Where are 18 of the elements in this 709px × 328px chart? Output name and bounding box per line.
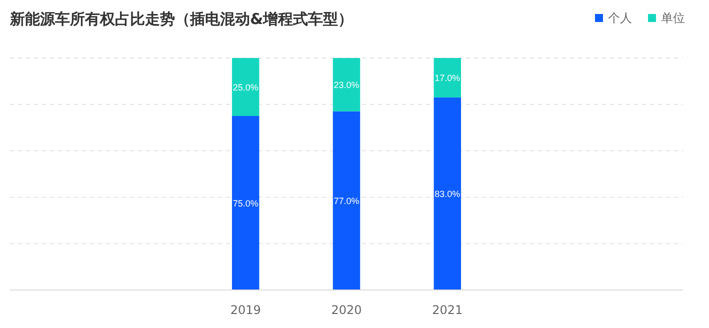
x-tick-label: 2019 <box>230 303 261 317</box>
data-label: 25.0% <box>232 82 258 92</box>
data-label: 83.0% <box>434 189 460 200</box>
chart-title: 新能源车所有权占比走势（插电混动&增程式车型） <box>9 10 354 28</box>
bar <box>434 58 462 98</box>
data-label: 17.0% <box>434 73 460 84</box>
legend-label: 单位 <box>661 11 685 25</box>
legend-label: 个人 <box>608 11 632 25</box>
data-label: 77.0% <box>334 196 360 206</box>
bar <box>232 116 260 290</box>
x-tick-label: 2020 <box>331 303 362 317</box>
bar <box>434 97 462 290</box>
bar <box>232 58 260 116</box>
bar <box>332 58 360 112</box>
x-tick-label: 2021 <box>432 303 463 317</box>
data-label: 75.0% <box>232 198 258 208</box>
data-label: 23.0% <box>334 80 360 90</box>
bar <box>332 111 360 290</box>
